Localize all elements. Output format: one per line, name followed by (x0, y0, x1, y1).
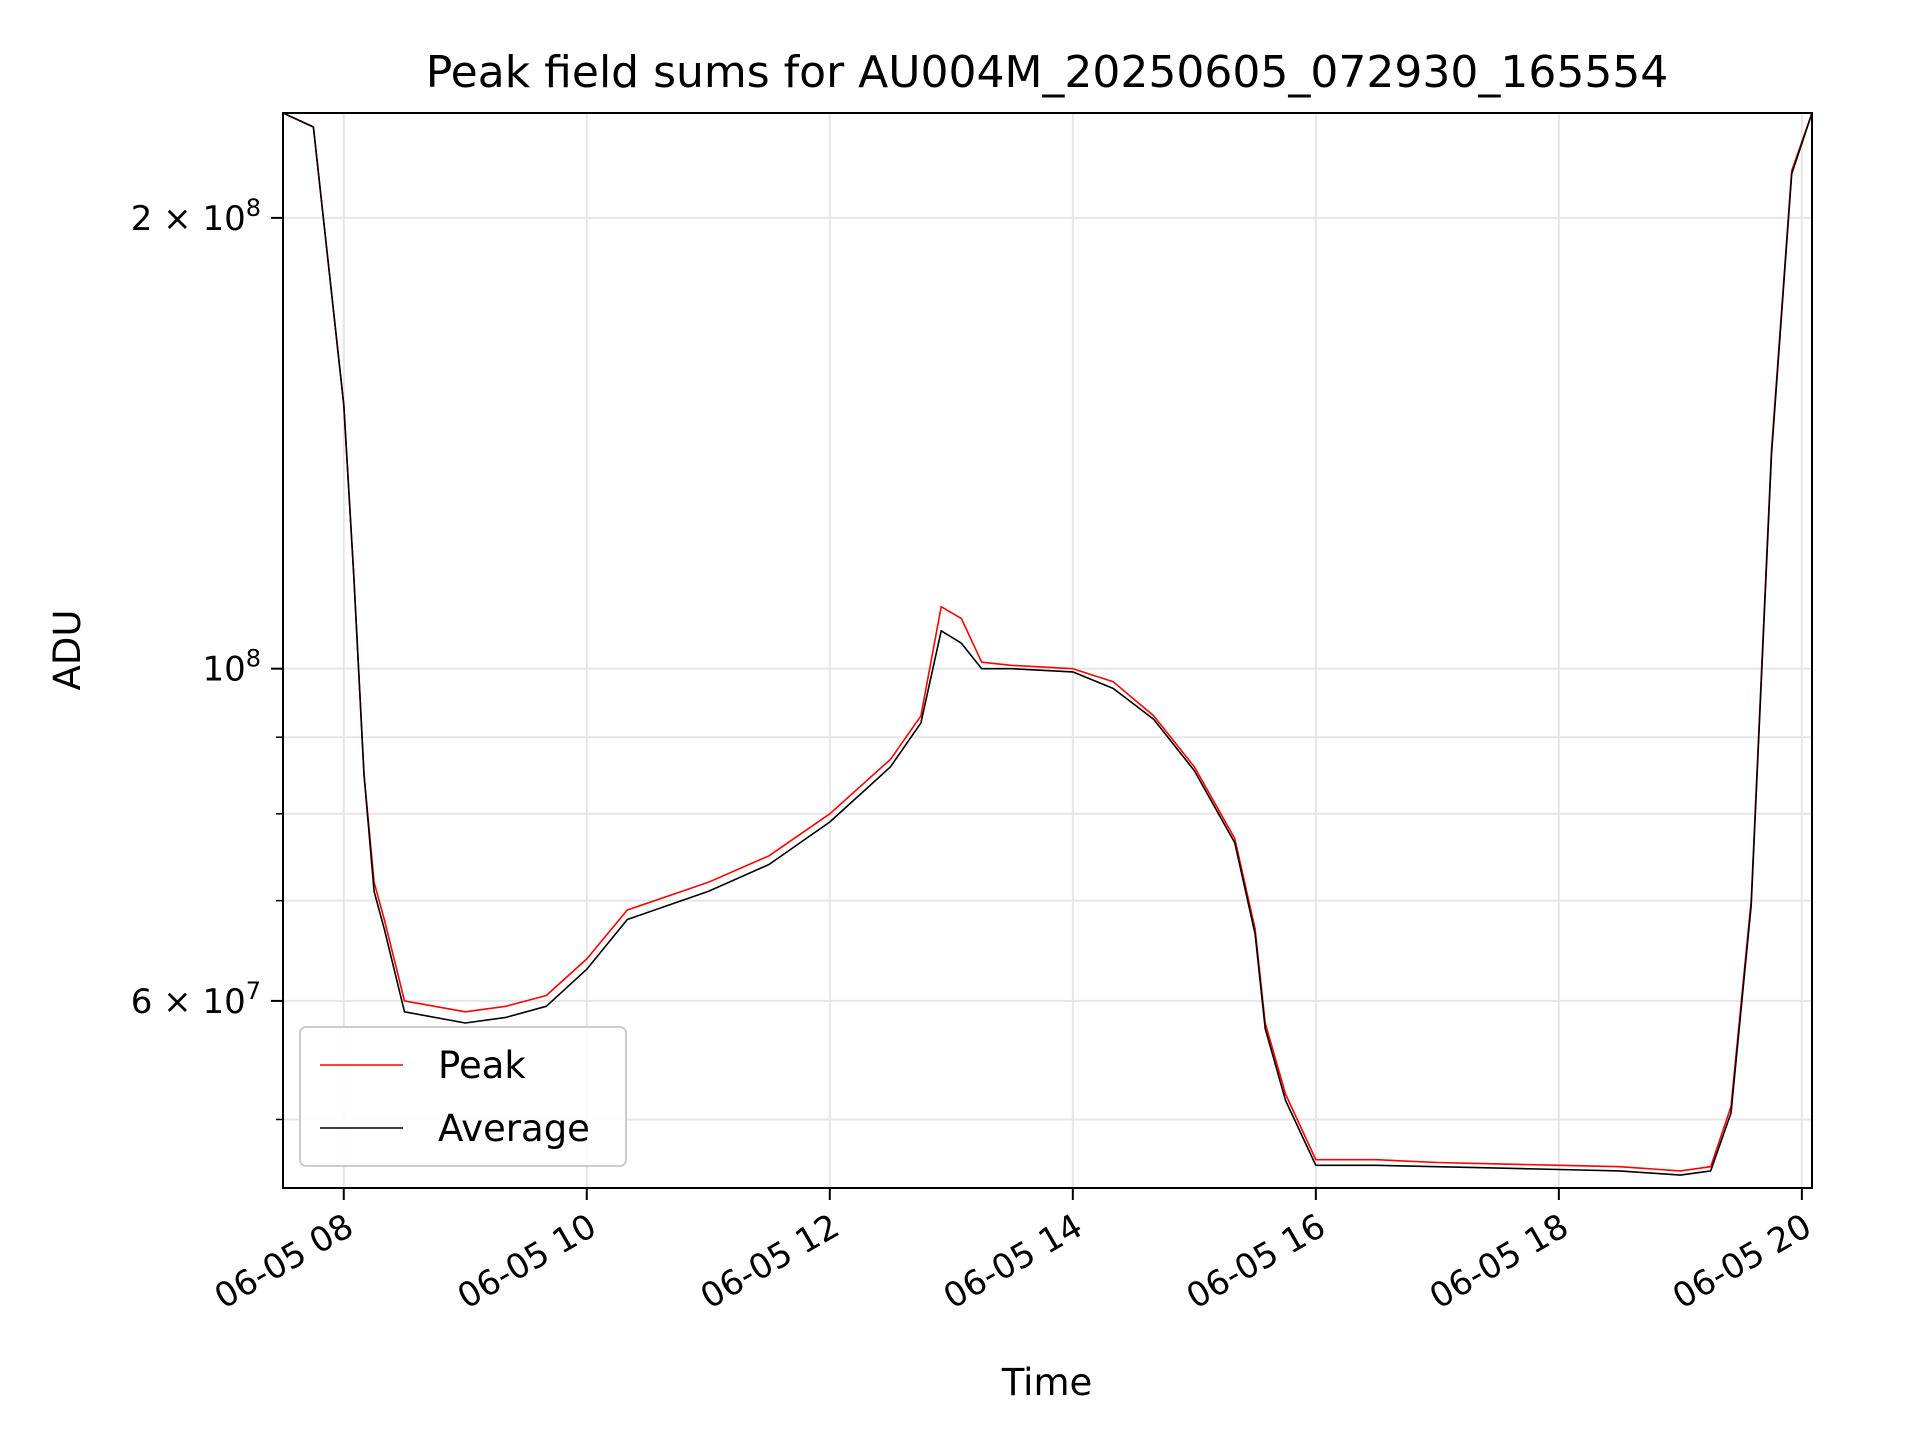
chart-title: Peak field sums for AU004M_20250605_0729… (426, 47, 1669, 98)
y-axis-label: ADU (46, 610, 89, 691)
plot-series (283, 113, 1812, 1176)
y-tick-label: 2 × 108 (131, 194, 261, 239)
y-tick-label: 108 (202, 645, 261, 690)
legend: Peak Average (299, 1026, 627, 1167)
legend-label-average: Average (438, 1107, 590, 1150)
y-tick-label: 6 × 107 (131, 977, 261, 1022)
series-line-average (283, 113, 1812, 1176)
series-line-peak (283, 113, 1812, 1172)
legend-label-peak: Peak (438, 1044, 526, 1087)
plot-frame (282, 112, 1813, 1189)
legend-box (299, 1026, 627, 1167)
x-axis-label: Time (1001, 1361, 1093, 1404)
